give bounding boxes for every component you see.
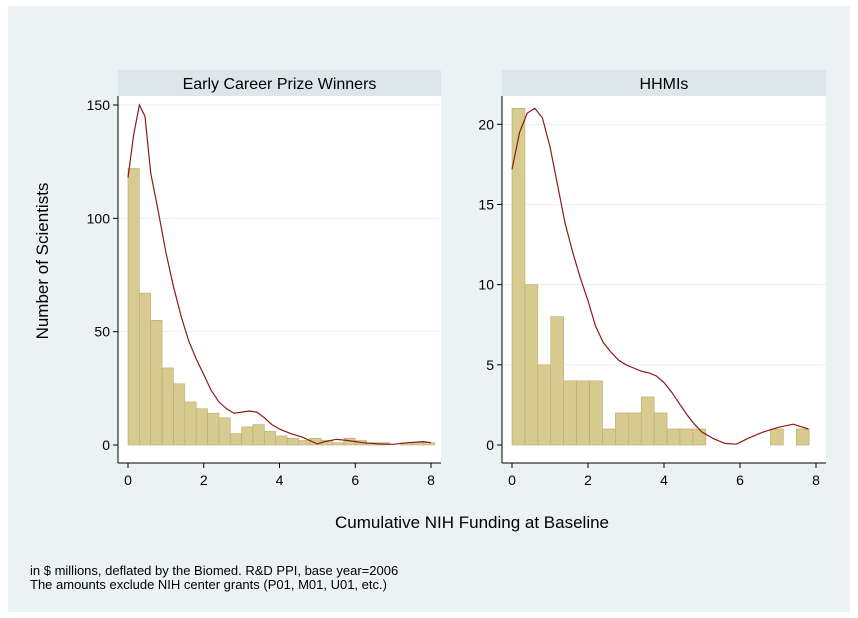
y-tick-label: 150 bbox=[87, 97, 111, 113]
x-tick-label: 4 bbox=[660, 472, 668, 488]
histogram-bar bbox=[627, 412, 642, 446]
histogram-bar bbox=[286, 437, 299, 446]
histogram-bar bbox=[218, 417, 231, 446]
panel-title: Early Career Prize Winners bbox=[183, 76, 377, 93]
footnote-line-1: in $ millions, deflated by the Biomed. R… bbox=[30, 563, 399, 578]
panel-header-bg bbox=[502, 70, 826, 96]
histogram-bar bbox=[173, 383, 186, 446]
histogram-bar bbox=[770, 428, 784, 446]
histogram-bar bbox=[679, 428, 694, 446]
histogram-bar bbox=[602, 428, 616, 446]
y-tick-label: 10 bbox=[478, 277, 494, 293]
histogram-bar bbox=[275, 435, 288, 446]
x-tick-label: 6 bbox=[351, 472, 359, 488]
histogram-bar bbox=[127, 168, 140, 446]
x-tick-label: 8 bbox=[427, 472, 435, 488]
histogram-bar bbox=[150, 320, 163, 446]
x-tick-label: 4 bbox=[276, 472, 284, 488]
y-tick-label: 15 bbox=[478, 196, 494, 212]
y-tick-label: 20 bbox=[478, 116, 494, 132]
histogram-bar bbox=[161, 367, 174, 446]
y-tick-label: 100 bbox=[87, 210, 111, 226]
panel-header-bg bbox=[118, 70, 441, 96]
histogram-bar bbox=[576, 380, 590, 446]
histogram-bar bbox=[692, 428, 707, 446]
histogram-bar bbox=[666, 428, 681, 446]
histogram-bar bbox=[241, 426, 254, 446]
x-tick-label: 8 bbox=[812, 472, 820, 488]
density-curve bbox=[511, 107, 809, 445]
histogram-bar bbox=[229, 433, 242, 446]
x-tick-label: 0 bbox=[508, 472, 516, 488]
histogram-bar bbox=[589, 380, 603, 446]
panel-hhmis: HHMIs 0 5 10 15 20 0 2 4 6 8 bbox=[478, 70, 826, 488]
histogram-bar bbox=[653, 412, 668, 446]
histogram-bar bbox=[264, 431, 277, 446]
histogram-bar bbox=[252, 424, 265, 446]
histogram-bar bbox=[139, 292, 152, 446]
x-tick-label: 2 bbox=[584, 472, 592, 488]
panel-early-career: Early Career Prize Winners 0 50 100 150 0 2 4 6… bbox=[87, 70, 441, 488]
panel-title: HHMIs bbox=[640, 76, 689, 93]
y-axis-label: Number of Scientists bbox=[33, 183, 52, 340]
histogram-bar bbox=[563, 380, 577, 446]
y-tick-label: 5 bbox=[486, 357, 494, 373]
histogram-bar bbox=[207, 412, 220, 446]
histogram-bar bbox=[298, 440, 311, 446]
y-tick-label: 50 bbox=[94, 324, 110, 340]
y-tick-label: 0 bbox=[102, 437, 110, 453]
histogram-bar bbox=[640, 396, 655, 446]
x-tick-label: 0 bbox=[124, 472, 132, 488]
x-tick-label: 6 bbox=[736, 472, 744, 488]
histogram-bar bbox=[795, 428, 810, 446]
histogram-bar bbox=[550, 316, 564, 446]
histogram-bar bbox=[332, 442, 345, 446]
histogram-bar bbox=[615, 412, 629, 446]
histogram-bar bbox=[511, 107, 526, 446]
histogram-bar bbox=[184, 401, 197, 446]
histogram-bar bbox=[411, 442, 424, 446]
y-tick-label: 0 bbox=[486, 437, 494, 453]
histogram-bar bbox=[195, 408, 208, 446]
histogram-bar bbox=[537, 364, 552, 446]
x-axis-label: Cumulative NIH Funding at Baseline bbox=[335, 513, 609, 532]
footnote-line-2: The amounts exclude NIH center grants (P… bbox=[30, 577, 387, 592]
x-tick-label: 2 bbox=[200, 472, 208, 488]
histogram-bar bbox=[423, 442, 436, 446]
histogram-bar bbox=[524, 284, 539, 446]
density-curve bbox=[127, 103, 432, 445]
